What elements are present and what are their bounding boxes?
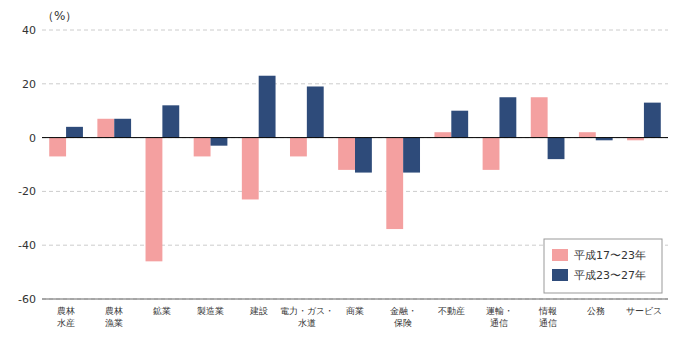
chart: -60-40-2002040（%）農林水産農林漁業鉱業製造業建設電力・ガス・水道…: [0, 0, 680, 345]
bar: [548, 138, 565, 160]
x-tick-label: サービス: [626, 306, 662, 316]
zero-line: [42, 137, 668, 138]
x-tick-label: 公務: [587, 306, 605, 316]
x-tick-label-line: サービス: [626, 306, 662, 316]
legend-label: 平成17〜23年: [574, 249, 646, 262]
x-tick-label-line: 鉱業: [153, 306, 171, 316]
x-axis-line: [42, 299, 668, 300]
x-tick-label: 農林漁業: [105, 306, 123, 328]
y-axis-label: （%）: [42, 9, 77, 23]
bar: [307, 86, 324, 137]
legend-swatch: [552, 269, 568, 281]
y-tick-label: -40: [18, 239, 36, 252]
x-tick-label: 金融・保険: [390, 306, 417, 328]
grid-line: [42, 83, 668, 84]
x-tick-label-line: 保険: [394, 318, 412, 328]
x-tick-label-line: 水道: [298, 318, 316, 328]
bar: [531, 97, 548, 137]
legend: 平成17〜23年平成23〜27年: [544, 239, 662, 293]
x-tick-label: 鉱業: [153, 306, 171, 316]
x-tick-label-line: 電力・ガス・: [280, 306, 334, 316]
x-tick-label: 不動産: [438, 306, 465, 316]
bar: [66, 127, 83, 138]
x-tick-label-line: 製造業: [197, 306, 224, 316]
bar: [355, 138, 372, 173]
bar: [146, 138, 163, 262]
x-tick-label-line: 金融・: [390, 306, 417, 316]
bar: [194, 138, 211, 157]
x-tick-label-line: 建設: [249, 306, 268, 316]
legend-swatch: [552, 249, 568, 261]
bar: [114, 119, 131, 138]
grid-line: [42, 299, 668, 300]
x-tick-label-line: 商業: [346, 306, 364, 316]
x-tick-label-line: 運輸・: [486, 306, 513, 316]
x-tick-label-line: 通信: [539, 318, 557, 328]
x-tick-label-line: 漁業: [105, 318, 123, 328]
bar: [290, 138, 307, 157]
legend-label: 平成23〜27年: [574, 269, 646, 282]
legend-box: [544, 239, 662, 293]
x-tick-label: 情報通信: [538, 306, 557, 328]
x-tick-label-line: 通信: [490, 318, 508, 328]
grid-line: [42, 30, 668, 31]
bar: [162, 105, 179, 137]
y-tick-label: 0: [29, 132, 36, 145]
x-tick-label: 製造業: [197, 306, 224, 316]
x-tick-label: 商業: [346, 306, 364, 316]
bar: [644, 103, 661, 138]
grid-line: [42, 137, 668, 138]
bar: [483, 138, 500, 170]
bar: [579, 132, 596, 137]
y-tick-label: 40: [22, 24, 36, 37]
bar: [338, 138, 355, 170]
x-tick-label-line: 水産: [57, 318, 75, 328]
x-tick-label-line: 情報: [538, 306, 557, 316]
x-tick-label: 運輸・通信: [486, 306, 513, 328]
bar: [97, 119, 114, 138]
bars: [49, 76, 661, 262]
bar: [49, 138, 66, 157]
x-tick-label-line: 公務: [587, 306, 605, 316]
y-tick-label: 20: [22, 78, 36, 91]
bar: [259, 76, 276, 138]
bar: [499, 97, 516, 137]
chart-container: -60-40-2002040（%）農林水産農林漁業鉱業製造業建設電力・ガス・水道…: [0, 0, 680, 345]
bar: [242, 138, 259, 200]
bar: [434, 132, 451, 137]
x-tick-label-line: 農林: [105, 306, 123, 316]
grid: [42, 30, 668, 299]
x-tick-label: 電力・ガス・水道: [280, 306, 334, 328]
x-tick-label: 農林水産: [57, 306, 75, 328]
bar: [451, 111, 468, 138]
y-tick-label: -60: [18, 293, 36, 306]
x-tick-label: 建設: [249, 306, 268, 316]
x-tick-label-line: 不動産: [438, 306, 465, 316]
x-tick-label-line: 農林: [57, 306, 75, 316]
bar: [211, 138, 228, 146]
y-tick-label: -20: [18, 185, 36, 198]
grid-line: [42, 191, 668, 192]
bar: [403, 138, 420, 173]
bar: [386, 138, 403, 229]
